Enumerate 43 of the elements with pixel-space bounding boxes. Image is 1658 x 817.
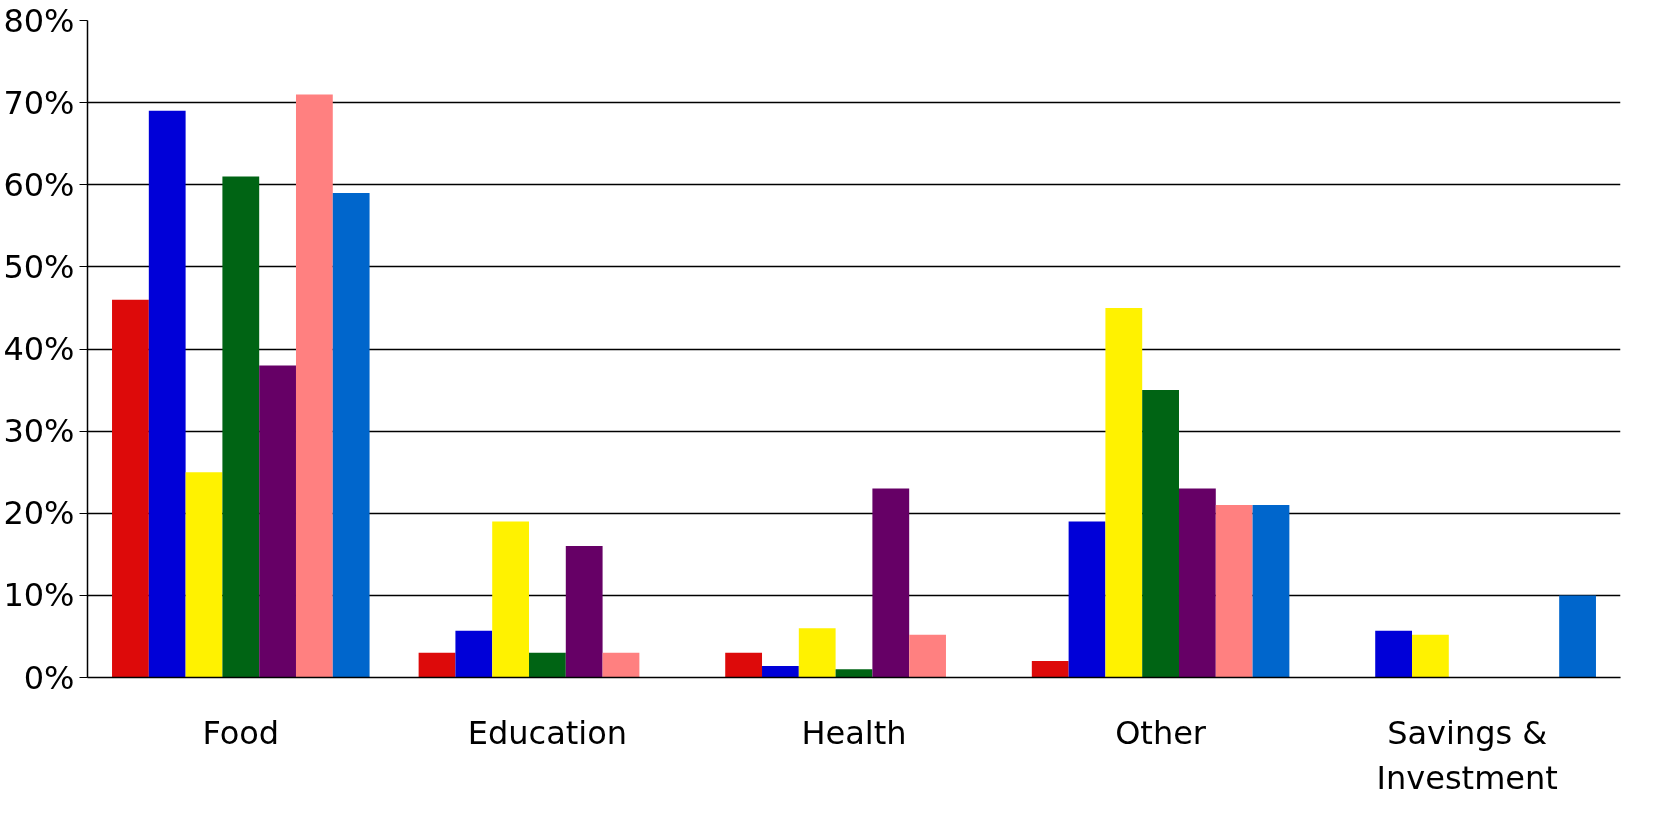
y-tick-label: 40% bbox=[3, 330, 75, 368]
y-tick-label: 20% bbox=[3, 494, 75, 533]
y-tick-label: 70% bbox=[3, 83, 75, 122]
bar bbox=[112, 299, 149, 678]
bar bbox=[185, 472, 223, 678]
bar bbox=[1375, 630, 1413, 678]
y-tick-label: 30% bbox=[3, 412, 75, 451]
bar bbox=[1412, 634, 1449, 678]
bar bbox=[1179, 488, 1216, 678]
bar bbox=[1252, 505, 1290, 678]
bar bbox=[455, 630, 493, 678]
bar bbox=[909, 634, 946, 678]
bar bbox=[835, 669, 873, 678]
y-tick-label: 0% bbox=[23, 658, 75, 697]
x-tick-label: Health bbox=[801, 713, 907, 752]
bar bbox=[259, 365, 296, 678]
bar bbox=[798, 628, 836, 678]
bar bbox=[762, 666, 799, 678]
y-tick-label: 80% bbox=[3, 1, 75, 40]
x-tick-label: Education bbox=[467, 713, 628, 752]
bar bbox=[148, 110, 186, 678]
y-tick-label: 50% bbox=[3, 247, 75, 286]
bar bbox=[529, 652, 566, 678]
bar bbox=[565, 546, 603, 678]
bar bbox=[222, 176, 260, 678]
y-tick-label: 60% bbox=[3, 165, 75, 204]
y-tick-label: 10% bbox=[3, 576, 75, 615]
bar bbox=[1215, 505, 1253, 678]
bar bbox=[295, 94, 333, 678]
bar bbox=[1559, 595, 1596, 678]
bar bbox=[1105, 307, 1143, 678]
x-tick-label: Other bbox=[1115, 713, 1207, 752]
bar bbox=[492, 521, 529, 678]
bar bbox=[725, 652, 763, 678]
bar bbox=[1068, 521, 1106, 678]
bar bbox=[1031, 661, 1069, 678]
bar bbox=[1142, 390, 1179, 678]
x-tick-label: Food bbox=[202, 713, 280, 752]
bar bbox=[332, 192, 370, 678]
x-tick-label: Savings & Investment bbox=[1376, 713, 1558, 798]
bar bbox=[418, 652, 456, 678]
bar bbox=[602, 652, 640, 678]
bar bbox=[872, 488, 910, 678]
